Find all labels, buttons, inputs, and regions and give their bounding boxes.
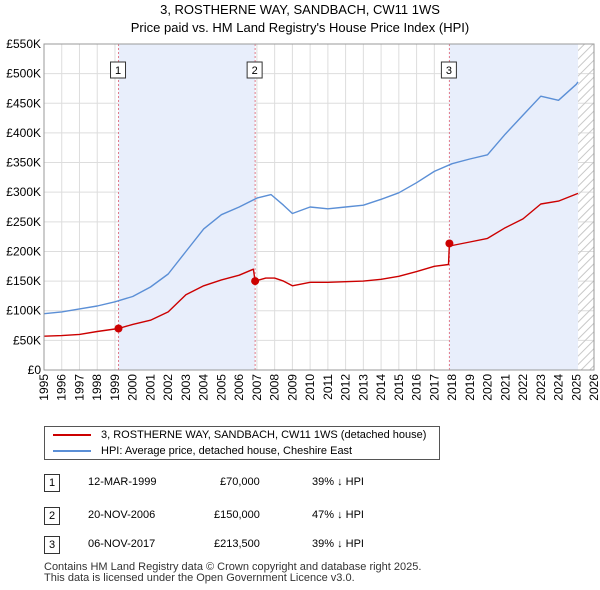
- y-axis-ticks: £0 £50K £100K £150K £200K £250K £300K £350K £400…: [6, 37, 41, 377]
- y-tick-label: £200K: [6, 244, 41, 258]
- sale-number-label: 1: [115, 65, 121, 77]
- footer-licence: This data is licensed under the Open Gov…: [44, 572, 355, 584]
- y-tick-label: £150K: [6, 274, 41, 288]
- x-tick-label: 2008: [268, 374, 282, 401]
- sale-hpi-delta: 39% ↓ HPI: [312, 476, 364, 488]
- shaded-periods: [118, 44, 579, 370]
- legend-label-hpi: HPI: Average price, detached house, Ches…: [101, 445, 353, 457]
- x-tick-label: 2019: [463, 374, 477, 401]
- x-tick-label: 2010: [303, 374, 317, 401]
- x-tick-label: 2024: [552, 374, 566, 401]
- sale-price: £70,000: [220, 476, 260, 488]
- x-axis-ticks: 1995 1996 1997 1998 1999 2000 2001 2002 2003 2004…: [37, 374, 600, 401]
- x-tick-label: 2017: [427, 374, 441, 401]
- y-tick-label: £0: [28, 363, 42, 377]
- y-tick-label: £50K: [13, 333, 41, 347]
- x-tick-label: 2020: [481, 374, 495, 401]
- sale-points: [114, 239, 454, 333]
- sale-point: [251, 277, 260, 286]
- sale-price: £150,000: [214, 509, 260, 521]
- sale-hpi-delta: 47% ↓ HPI: [312, 509, 364, 521]
- forecast-hatch: [578, 44, 594, 370]
- sale-number: 3: [44, 536, 60, 554]
- y-tick-label: £550K: [6, 37, 41, 51]
- sale-point: [445, 239, 454, 248]
- sale-number-label: 2: [252, 65, 258, 77]
- sale-date: 06-NOV-2017: [88, 538, 156, 550]
- sale-number: 2: [44, 507, 60, 525]
- x-tick-label: 1999: [108, 374, 122, 401]
- x-tick-label: 2004: [197, 374, 211, 401]
- x-tick-label: 2025: [569, 374, 583, 401]
- sale-hpi-delta: 39% ↓ HPI: [312, 538, 364, 550]
- y-tick-label: £500K: [6, 67, 41, 81]
- x-tick-label: 2000: [126, 374, 140, 401]
- x-tick-label: 2023: [534, 374, 548, 401]
- sale-row: 1 12-MAR-1999 £70,000 39% ↓ HPI: [44, 474, 444, 494]
- x-tick-label: 2016: [410, 374, 424, 401]
- y-tick-label: £300K: [6, 185, 41, 199]
- chart-title-line-2: Price paid vs. HM Land Registry's House …: [130, 20, 470, 35]
- sale-number-box: [246, 61, 263, 79]
- x-tick-label: 2009: [285, 374, 299, 401]
- x-tick-label: 2022: [516, 374, 530, 401]
- shaded-period: [118, 44, 256, 370]
- x-tick-label: 2006: [232, 374, 246, 401]
- x-tick-label: 1995: [37, 374, 51, 401]
- x-tick-label: 1998: [90, 374, 104, 401]
- x-tick-label: 2005: [214, 374, 228, 401]
- legend-label-property: 3, ROSTHERNE WAY, SANDBACH, CW11 1WS (de…: [101, 429, 427, 441]
- price-chart: 1 2 3 £0 £50K £100K £150K £200K £250K £300K £350K…: [6, 37, 600, 401]
- x-tick-label: 2002: [161, 374, 175, 401]
- sale-number-boxes: 1 2 3: [110, 61, 457, 79]
- sale-row: 2 20-NOV-2006 £150,000 47% ↓ HPI: [44, 507, 444, 527]
- y-tick-label: £100K: [6, 304, 41, 318]
- x-tick-label: 1997: [72, 374, 86, 401]
- x-tick-label: 2007: [250, 374, 264, 401]
- sale-date: 12-MAR-1999: [88, 476, 157, 488]
- sale-number: 1: [44, 474, 60, 492]
- x-tick-label: 2003: [179, 374, 193, 401]
- sale-date: 20-NOV-2006: [88, 509, 156, 521]
- y-tick-label: £250K: [6, 215, 41, 229]
- axes-frame: [43, 43, 595, 371]
- legend: 3, ROSTHERNE WAY, SANDBACH, CW11 1WS (de…: [44, 426, 440, 460]
- hpi-line: [43, 81, 579, 315]
- sale-number-box: [110, 61, 127, 79]
- hatched-region: [578, 44, 594, 370]
- shaded-period: [449, 44, 579, 370]
- x-tick-label: 2011: [321, 374, 335, 400]
- x-tick-label: 1996: [55, 374, 69, 401]
- sale-number-box: [440, 61, 457, 79]
- sale-point: [114, 324, 123, 333]
- x-tick-label: 2021: [498, 374, 512, 401]
- legend-item-property: 3, ROSTHERNE WAY, SANDBACH, CW11 1WS (de…: [53, 429, 426, 443]
- legend-item-hpi: HPI: Average price, detached house, Ches…: [53, 445, 352, 459]
- chart-title-line-1: 3, ROSTHERNE WAY, SANDBACH, CW11 1WS: [160, 2, 440, 17]
- x-tick-label: 2013: [356, 374, 370, 401]
- y-tick-label: £450K: [6, 96, 41, 110]
- y-tick-label: £400K: [6, 126, 41, 140]
- x-tick-label: 2018: [445, 374, 459, 401]
- footer-copyright: Contains HM Land Registry data © Crown c…: [44, 561, 422, 573]
- y-tick-label: £350K: [6, 156, 41, 170]
- x-tick-label: 2001: [143, 374, 157, 401]
- x-tick-label: 2014: [374, 374, 388, 401]
- x-tick-label: 2015: [392, 374, 406, 401]
- axes: [43, 43, 595, 371]
- sale-row: 3 06-NOV-2017 £213,500 39% ↓ HPI: [44, 536, 444, 556]
- legend-swatch-hpi: [53, 450, 91, 453]
- sale-number-label: 3: [446, 65, 452, 77]
- property-price-line: [43, 192, 579, 337]
- x-tick-label: 2026: [587, 374, 600, 401]
- x-tick-label: 2012: [339, 374, 353, 401]
- legend-swatch-property: [53, 434, 91, 437]
- series-lines: [43, 81, 579, 337]
- sale-price: £213,500: [214, 538, 260, 550]
